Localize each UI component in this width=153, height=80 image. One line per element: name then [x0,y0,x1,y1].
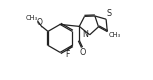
Text: F: F [65,50,70,59]
Text: O: O [80,48,86,57]
Text: CH₃: CH₃ [26,15,38,21]
Text: N: N [82,30,88,39]
Text: CH₃: CH₃ [108,32,120,38]
Text: S: S [107,9,112,18]
Text: O: O [37,18,43,27]
